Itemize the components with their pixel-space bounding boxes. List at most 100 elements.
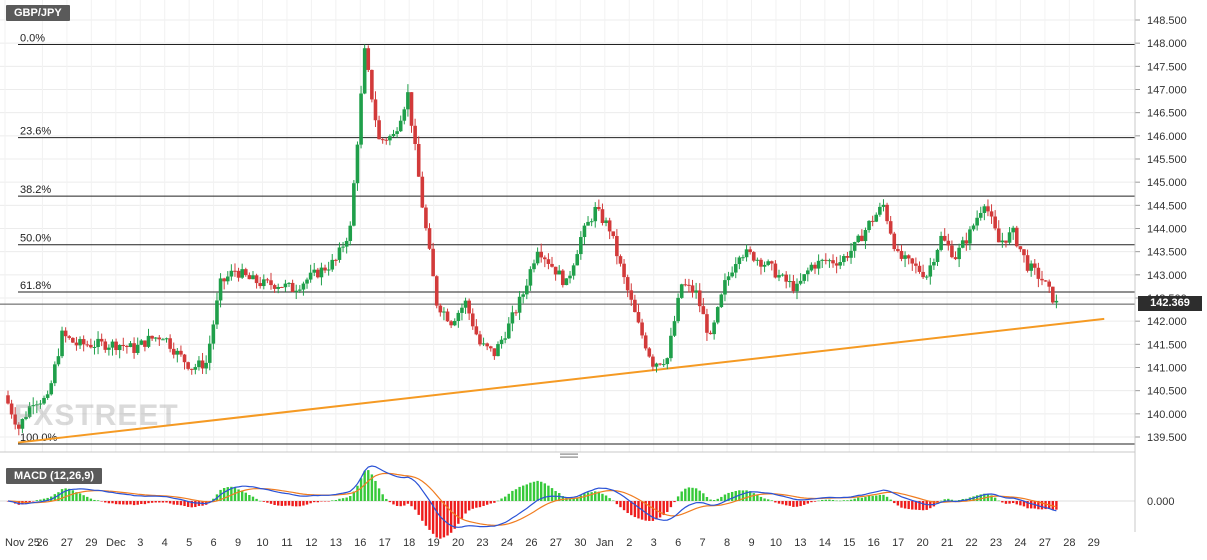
candle-body [107,347,111,350]
macd-histogram-bar [784,501,788,506]
candle-body [532,263,536,270]
candle-body [229,270,234,277]
candle-body [38,403,43,405]
candle-body [986,206,990,212]
pane-resize-handle-bottom[interactable] [560,456,578,458]
macd-histogram-bar [194,501,197,508]
macd-histogram-bar [777,501,781,504]
macd-histogram-bar [774,501,777,503]
candle-body [6,395,10,404]
candle-body [182,354,187,363]
macd-histogram-bar [893,501,896,504]
macd-histogram-bar [806,501,810,504]
macd-histogram-bar [521,485,525,501]
candle-body [42,397,46,404]
candle-body [1025,255,1030,271]
macd-histogram-bar [604,495,608,501]
macd-pane: 0.000 [0,465,1175,539]
y-axis: 148.500 148.000 147.500 147.000 146.500 146.0… [1135,15,1187,444]
candle-body [373,99,378,121]
macd-histogram-bar [730,491,734,501]
macd-histogram-bar [828,499,831,501]
fib-label: 61.8% [20,280,51,292]
candle-body [860,235,864,242]
candle-body [1000,240,1005,243]
candle-body [506,323,511,339]
candle-body [561,270,565,286]
candle-body [121,345,126,347]
price-pane-bg [0,0,1135,452]
candle-body [179,350,183,355]
macd-histogram-bar [799,501,802,507]
macd-histogram-bar [615,501,619,505]
candle-body [377,120,381,140]
symbol-label[interactable]: GBP/JPY [6,5,70,21]
x-tick-label: 26 [36,537,48,549]
macd-histogram-bar [594,491,597,501]
macd-histogram-bar [795,501,799,507]
macd-histogram-bar [338,498,341,501]
candle-body [1007,232,1012,243]
candle-body [258,283,262,287]
macd-histogram-bar [359,478,363,501]
macd-histogram-bar [860,497,864,501]
macd-histogram-bar [590,492,593,501]
candle-body [701,306,706,315]
candle-body [355,144,360,184]
macd-histogram-bar [122,501,125,505]
candle-body [730,272,734,277]
candle-body [283,283,288,288]
candle-body [89,344,93,348]
candle-body [416,144,421,177]
macd-histogram-bar [669,501,673,508]
macd-histogram-bar [291,501,294,507]
candle-body [852,242,857,251]
macd-histogram-bar [392,501,395,505]
candle-body [312,269,317,273]
candle-body [161,339,165,341]
candle-body [665,358,670,365]
macd-histogram-bar [676,496,680,501]
macd-histogram-bar [1044,501,1047,510]
macd-indicator-label[interactable]: MACD (12,26,9) [6,468,103,484]
macd-histogram-bar [464,501,467,514]
macd-histogram-bar [258,500,262,502]
candle-body [211,324,216,344]
candle-body [132,343,136,353]
x-tick-label: 18 [403,537,415,549]
candle-body [715,307,720,323]
candle-body [96,338,100,347]
macd-histogram-bar [518,486,521,501]
x-tick-label: 27 [550,537,562,549]
candle-body [964,240,969,244]
candle-body [301,283,306,290]
macd-histogram-bar [176,501,179,505]
macd-histogram-bar [547,485,550,501]
macd-line [7,465,1057,528]
candle-body [769,261,774,264]
macd-histogram-bar [1011,501,1015,504]
pane-resize-handle-top[interactable] [560,453,578,455]
candle-body [24,416,28,419]
candle-body [470,313,475,327]
macd-histogram-bar [543,483,547,501]
macd-histogram-bar [140,501,143,505]
candle-body [218,278,223,301]
candle-body [128,343,133,348]
macd-histogram-bar [630,501,633,516]
macd-histogram-bar [864,497,867,501]
candle-body [496,344,500,357]
candle-body [294,290,299,292]
candle-body [863,230,868,242]
macd-histogram-bar [309,501,312,504]
candle-body [633,299,637,313]
macd-histogram-bar [673,501,676,503]
macd-histogram-bar [273,501,276,505]
x-tick-label: 8 [724,537,730,549]
candle-body [672,321,677,336]
y-tick-label: 146.000 [1147,131,1187,143]
x-tick-label: 13 [794,537,806,549]
macd-histogram-bar [907,501,910,510]
